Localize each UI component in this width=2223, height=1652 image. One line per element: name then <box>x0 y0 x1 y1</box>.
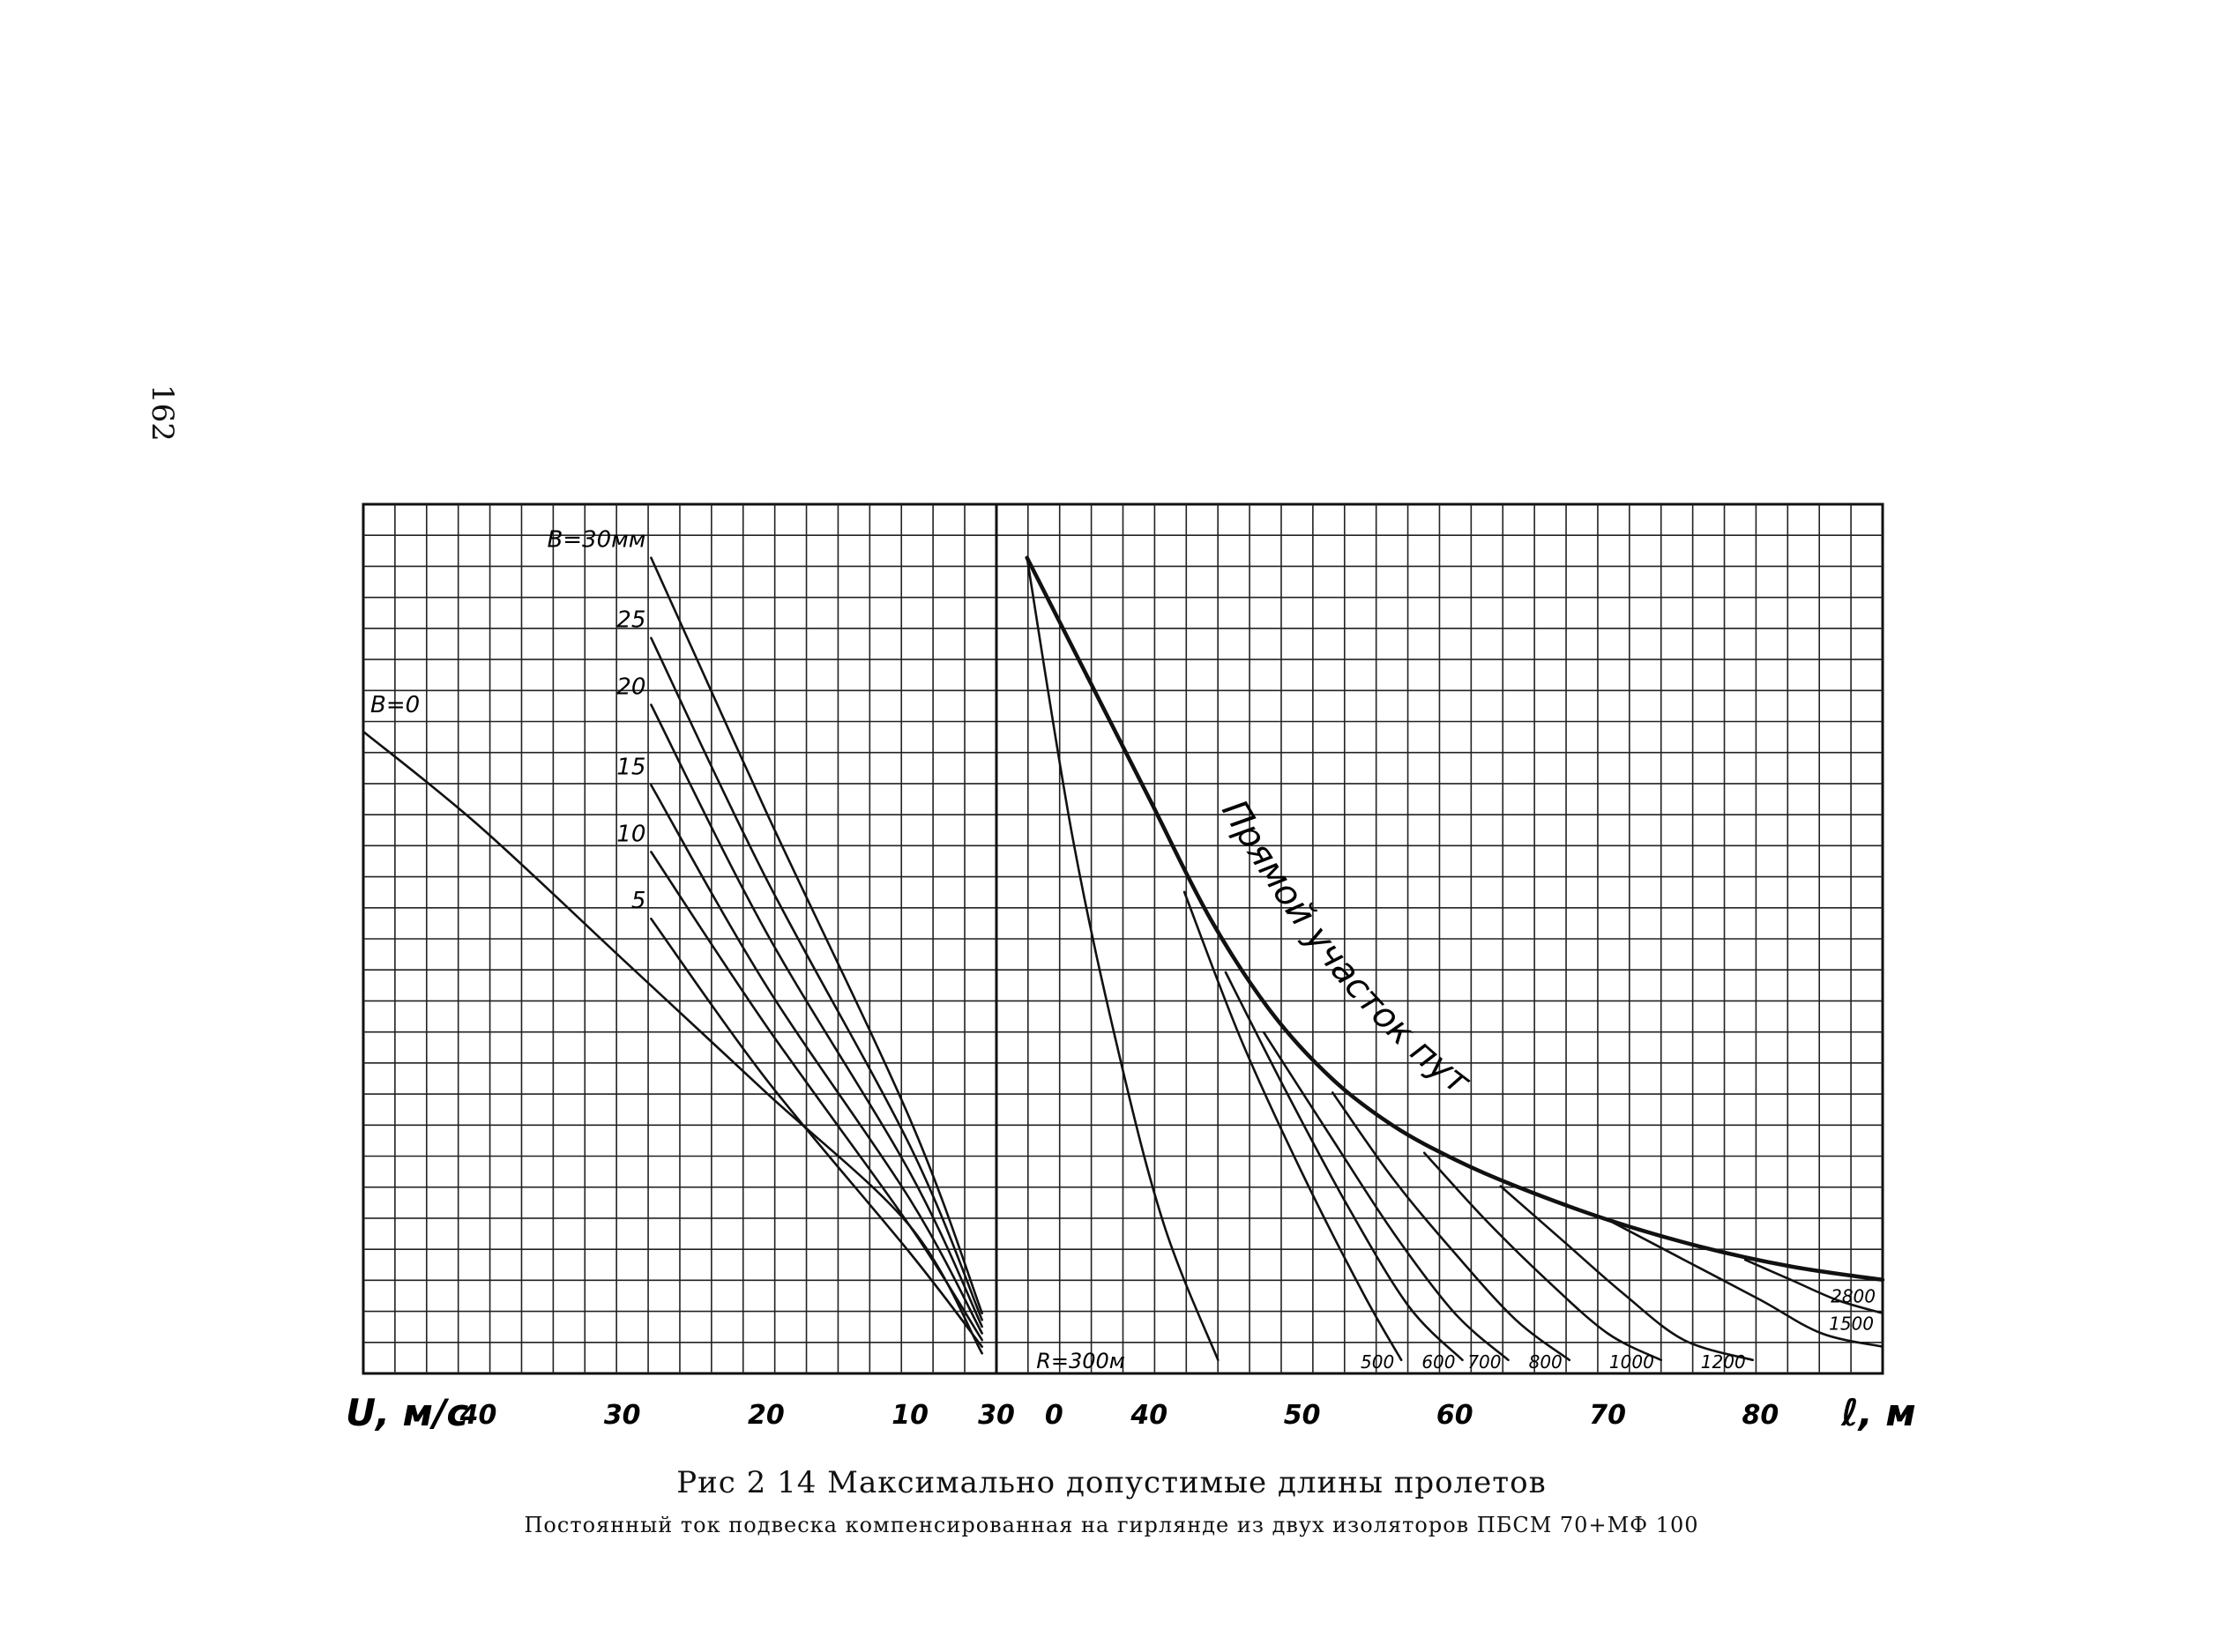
series-line-0-5 <box>650 636 983 1321</box>
x-tick-label-0: 20 <box>748 1400 785 1431</box>
series-line-1-5 <box>1331 1091 1571 1362</box>
series-label-0-5: 25 <box>616 607 645 634</box>
series-label-1-4: 700 <box>1467 1351 1501 1373</box>
x-tick-label-1: 40 <box>1130 1400 1167 1431</box>
series-line-0-2 <box>650 851 983 1342</box>
series-label-1-7: 1200 <box>1701 1351 1746 1373</box>
series-label-1-3: 600 <box>1421 1351 1455 1373</box>
series-line-1-4 <box>1262 1031 1510 1362</box>
series-label-0-3: 15 <box>616 755 645 781</box>
series-line-1-9 <box>1743 1258 1884 1314</box>
x-tick-label-0: 30 <box>604 1400 641 1431</box>
series-label-1-9: 2800 <box>1831 1286 1876 1307</box>
series-line-1-2 <box>1182 890 1403 1362</box>
x-tick-label-1: 70 <box>1589 1400 1626 1431</box>
series-label-1-2: 500 <box>1361 1351 1394 1373</box>
series-line-1-6 <box>1422 1151 1663 1362</box>
series-label-0-0: В=0 <box>370 692 420 718</box>
x-tick-label-1: 30 <box>978 1400 1015 1431</box>
x-tick-label-1: 80 <box>1742 1400 1779 1431</box>
series-line-0-4 <box>650 703 983 1328</box>
series-label-1-8: 1500 <box>1829 1313 1874 1335</box>
chart-grid <box>362 502 1884 1375</box>
series-line-1-3 <box>1224 971 1464 1362</box>
x-tick-label-0: 0 <box>1045 1400 1063 1431</box>
series-label-0-6: В=30мм <box>547 527 645 554</box>
annotation-text: Прямой участок пути <box>0 0 1479 1104</box>
chart-curves <box>362 555 1885 1362</box>
series-line-1-8 <box>1606 1218 1884 1348</box>
series-label-1-6: 1000 <box>1609 1351 1654 1373</box>
series-label-0-1: 5 <box>631 888 646 914</box>
series-line-1-1 <box>1026 556 1220 1362</box>
series-line-0-1 <box>650 917 983 1348</box>
x-tick-label-0: 10 <box>891 1400 929 1431</box>
right-x-axis-label: ℓ, м <box>1840 1391 1916 1434</box>
x-tick-label-1: 60 <box>1436 1400 1473 1431</box>
series-label-0-2: 10 <box>616 821 645 847</box>
caption-title: Рис 2 14 Максимально допустимые длины пр… <box>676 1465 1547 1500</box>
series-label-1-1: R=300м <box>1036 1349 1125 1373</box>
series-line-1-0 <box>1025 555 1885 1283</box>
figure-caption: Рис 2 14 Максимально допустимые длины пр… <box>0 1465 2223 1537</box>
caption-subtitle: Постоянный ток подвеска компенсированная… <box>524 1513 1699 1537</box>
x-tick-label-1: 50 <box>1284 1400 1321 1431</box>
x-tick-label-0: 40 <box>459 1400 497 1431</box>
series-line-0-6 <box>650 556 983 1314</box>
series-label-1-5: 800 <box>1529 1351 1563 1373</box>
series-line-0-3 <box>650 784 983 1335</box>
annotation-text-path: Прямой участок пути <box>0 0 1479 1104</box>
series-label-0-4: 20 <box>616 674 645 701</box>
left-x-axis-label: U, м/с <box>346 1391 468 1434</box>
series-line-1-7 <box>1499 1185 1754 1362</box>
